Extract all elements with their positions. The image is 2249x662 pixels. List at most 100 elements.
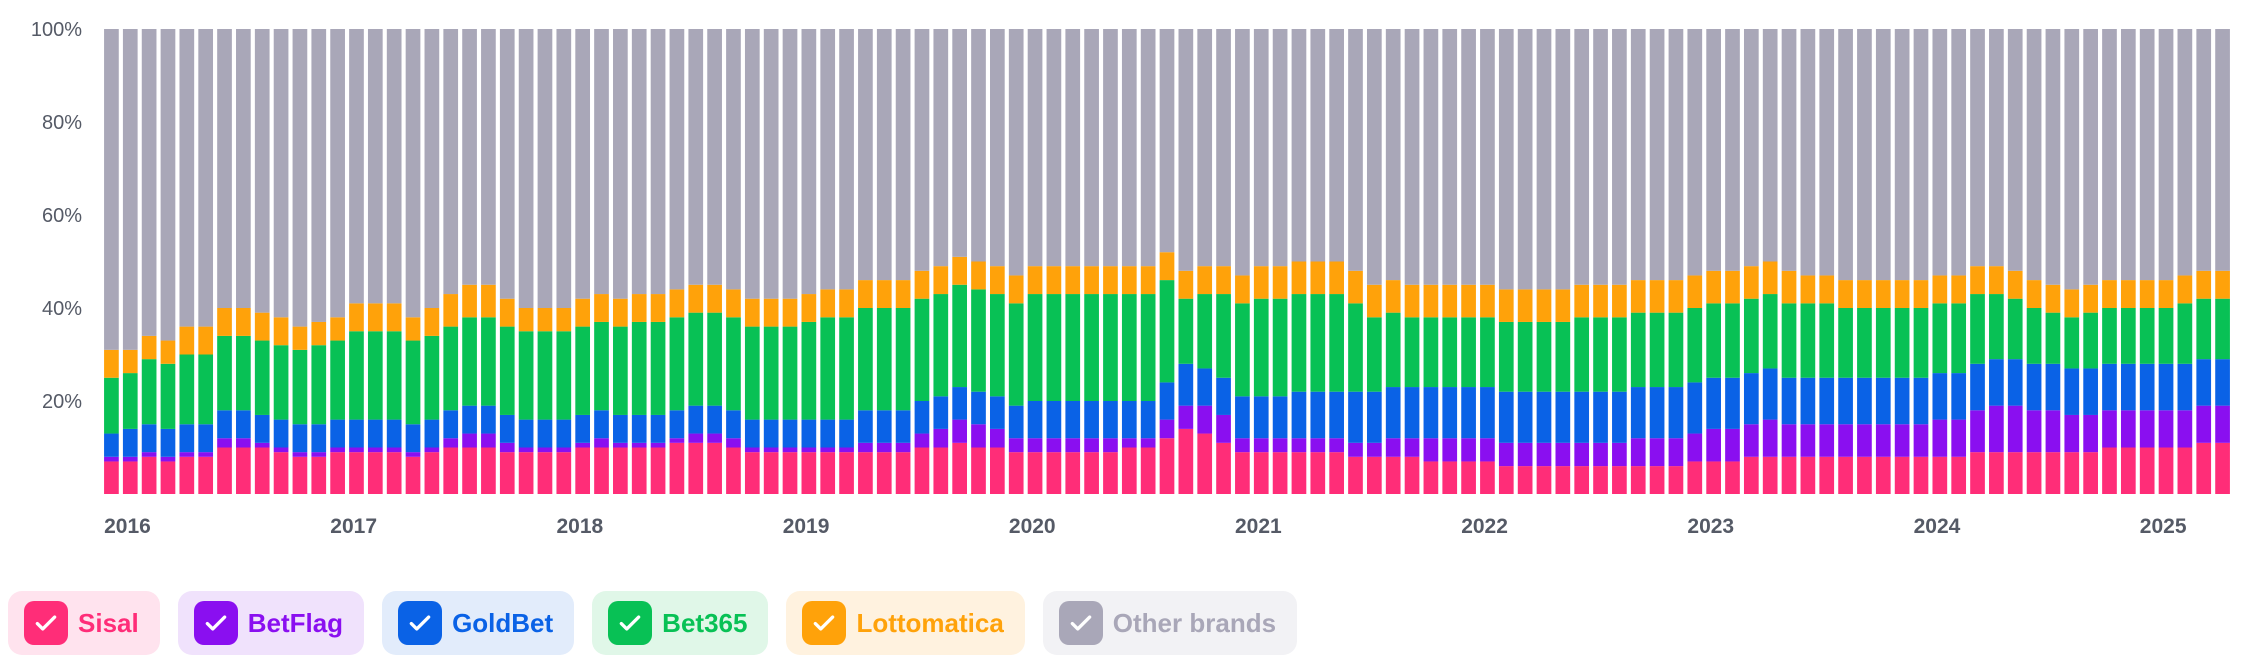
bar-segment-bet365	[820, 317, 836, 420]
bar-segment-bet365	[1385, 312, 1401, 388]
bar-segment-sisal	[744, 452, 760, 494]
bar-segment-goldbet	[1216, 377, 1231, 415]
bar-segment-goldbet	[650, 414, 666, 443]
bar-segment-lottomatica	[1140, 266, 1156, 295]
bar-segment-other-brands	[1894, 29, 1910, 281]
bar-segment-bet365	[254, 340, 270, 415]
bar-segment-sisal	[2064, 452, 2080, 494]
x-tick-label: 2023	[1687, 515, 1734, 538]
bar-segment-betflag	[1498, 442, 1514, 467]
bar-segment-bet365	[330, 340, 345, 420]
bar-segment-sisal	[2196, 442, 2212, 494]
legend-label: GoldBet	[452, 607, 554, 638]
bar-segment-goldbet	[1197, 368, 1213, 406]
bar-segment-other-brands	[1008, 29, 1024, 276]
bar-segment-sisal	[424, 452, 440, 494]
bar-segment-sisal	[1913, 456, 1929, 494]
bar-segment-sisal	[1197, 433, 1213, 494]
bar-segment-sisal	[1348, 456, 1363, 494]
bar-segment-lottomatica	[1404, 284, 1420, 318]
bar-segment-other-brands	[1649, 29, 1665, 281]
bar-segment-other-brands	[1216, 29, 1231, 267]
bar-segment-goldbet	[914, 401, 930, 434]
bar-segment-bet365	[292, 349, 308, 425]
bar-segment-sisal	[707, 442, 722, 494]
legend-toggle-sisal[interactable]: Sisal	[8, 591, 160, 655]
bar-segment-other-brands	[1932, 29, 1948, 276]
legend-toggle-bet365[interactable]: Bet365	[592, 591, 769, 655]
bar-segment-betflag	[1800, 424, 1816, 457]
bar-segment-goldbet	[1291, 391, 1307, 439]
bar-segment-betflag	[537, 447, 553, 453]
bar-segment-goldbet	[273, 419, 289, 448]
bar-segment-other-brands	[217, 29, 232, 308]
bar-segment-goldbet	[2007, 359, 2023, 406]
bar-segment-goldbet	[1461, 387, 1476, 439]
bar-segment-sisal	[386, 452, 402, 494]
bar-segment-lottomatica	[518, 308, 534, 332]
bar-segment-bet365	[1498, 321, 1514, 392]
bar-segment-lottomatica	[1442, 284, 1458, 318]
bar-segment-betflag	[895, 442, 911, 453]
bar-segment-other-brands	[839, 29, 854, 290]
bar-segment-lottomatica	[2139, 280, 2155, 308]
bar-segment-other-brands	[386, 29, 402, 304]
bar-segment-goldbet	[1121, 401, 1137, 439]
legend-toggle-goldbet[interactable]: GoldBet	[382, 591, 575, 655]
bar-segment-other-brands	[273, 29, 289, 318]
bar-segment-goldbet	[2026, 363, 2042, 411]
bar-segment-lottomatica	[1216, 266, 1231, 295]
bar-segment-other-brands	[1517, 29, 1533, 290]
bar-segment-betflag	[1894, 424, 1910, 457]
bar-segment-lottomatica	[1951, 275, 1967, 304]
bar-segment-betflag	[1272, 438, 1288, 453]
bar-segment-betflag	[575, 442, 591, 448]
bar-segment-betflag	[424, 447, 440, 453]
bar-segment-goldbet	[1385, 387, 1401, 439]
bar-segment-lottomatica	[1706, 270, 1721, 304]
bar-segment-bet365	[141, 359, 157, 425]
bar-segment-lottomatica	[1875, 280, 1891, 308]
bar-segment-other-brands	[349, 29, 364, 304]
bar-segment-betflag	[990, 428, 1005, 448]
bar-segment-sisal	[2007, 452, 2023, 494]
bar-segment-betflag	[820, 447, 836, 453]
y-tick-label: 100%	[31, 19, 82, 41]
bar-segment-other-brands	[933, 29, 949, 267]
bar-segment-other-brands	[1800, 29, 1816, 276]
bar-segment-sisal	[1800, 456, 1816, 494]
bar-segment-other-brands	[1253, 29, 1269, 267]
bar-segment-lottomatica	[1593, 284, 1608, 318]
bar-segment-goldbet	[1498, 391, 1514, 443]
bar-segment-betflag	[1197, 405, 1213, 434]
bar-segment-bet365	[405, 340, 421, 425]
bar-segment-other-brands	[556, 29, 572, 308]
bar-segment-lottomatica	[650, 294, 666, 322]
bar-segment-sisal	[971, 447, 986, 494]
bar-segment-goldbet	[424, 419, 440, 448]
bar-segment-sisal	[1875, 456, 1891, 494]
bar-segment-lottomatica	[537, 308, 553, 332]
legend-toggle-lottomatica[interactable]: Lottomatica	[786, 591, 1025, 655]
bar-segment-lottomatica	[1065, 266, 1081, 295]
bar-segment-betflag	[971, 424, 986, 448]
bar-segment-bet365	[1630, 312, 1646, 388]
bar-segment-lottomatica	[952, 256, 967, 285]
bar-segment-lottomatica	[556, 308, 572, 332]
bar-segment-sisal	[1894, 456, 1910, 494]
bar-segment-sisal	[1272, 452, 1288, 494]
bar-segment-betflag	[1725, 428, 1740, 462]
bar-segment-goldbet	[2215, 359, 2230, 406]
bar-segment-lottomatica	[1913, 280, 1929, 308]
bar-segment-goldbet	[2177, 363, 2193, 411]
legend-toggle-other-brands[interactable]: Other brands	[1042, 591, 1298, 655]
bar-segment-sisal	[1216, 442, 1231, 494]
bar-segment-other-brands	[2045, 29, 2061, 285]
bar-segment-sisal	[1517, 466, 1533, 494]
legend-toggle-betflag[interactable]: BetFlag	[177, 591, 365, 655]
bar-segment-betflag	[1838, 424, 1853, 457]
bar-segment-other-brands	[1725, 29, 1740, 271]
bar-segment-betflag	[2120, 410, 2136, 448]
bar-segment-bet365	[1517, 321, 1533, 392]
bar-segment-goldbet	[1366, 391, 1382, 443]
